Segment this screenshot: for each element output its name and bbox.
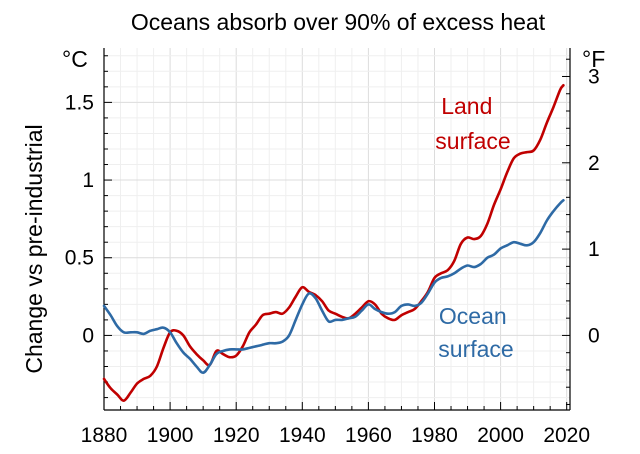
y-tick-label-left: 1 xyxy=(82,169,94,192)
x-tick-label: 1920 xyxy=(213,424,260,447)
y-tick-label-right: 0 xyxy=(588,324,600,347)
chart-title: Oceans absorb over 90% of excess heat xyxy=(131,9,546,35)
x-tick-label: 2000 xyxy=(477,424,524,447)
grid xyxy=(103,48,570,410)
land-surface-line xyxy=(102,84,565,402)
y-tick-label-left: 0 xyxy=(82,324,94,347)
land-label-line-2: surface xyxy=(435,128,510,154)
y-tick-label-left: 1.5 xyxy=(65,91,94,114)
y-tick-label-right: 2 xyxy=(588,152,600,175)
left-unit-label: °C xyxy=(62,46,88,72)
ocean-label-line-2: surface xyxy=(438,336,513,362)
axes: 0 0.5 1 1.5 0 1 2 3 1880 1900 1920 1940 1960 1980 2000… xyxy=(65,48,600,447)
land-label-line-1: Land xyxy=(441,93,492,119)
series xyxy=(102,84,565,402)
ocean-surface-line xyxy=(102,199,565,374)
right-unit-label: °F xyxy=(582,46,605,72)
x-tick-label: 1880 xyxy=(81,424,128,447)
y-tick-label-right: 1 xyxy=(588,238,600,261)
x-tick-label: 1900 xyxy=(147,424,194,447)
ocean-label-line-1: Ocean xyxy=(439,303,507,329)
x-tick-label: 1940 xyxy=(279,424,326,447)
y-tick-label-left: 0.5 xyxy=(65,247,94,270)
ocean-surface-label: Ocean surface xyxy=(438,303,513,362)
x-tick-label: 1980 xyxy=(411,424,458,447)
x-tick-label: 1960 xyxy=(345,424,392,447)
x-tick-label: 2020 xyxy=(543,424,590,447)
y-axis-label: Change vs pre-industrial xyxy=(21,124,47,373)
y-tick-label-right: 3 xyxy=(588,65,600,88)
land-surface-label: Land surface xyxy=(435,93,510,154)
